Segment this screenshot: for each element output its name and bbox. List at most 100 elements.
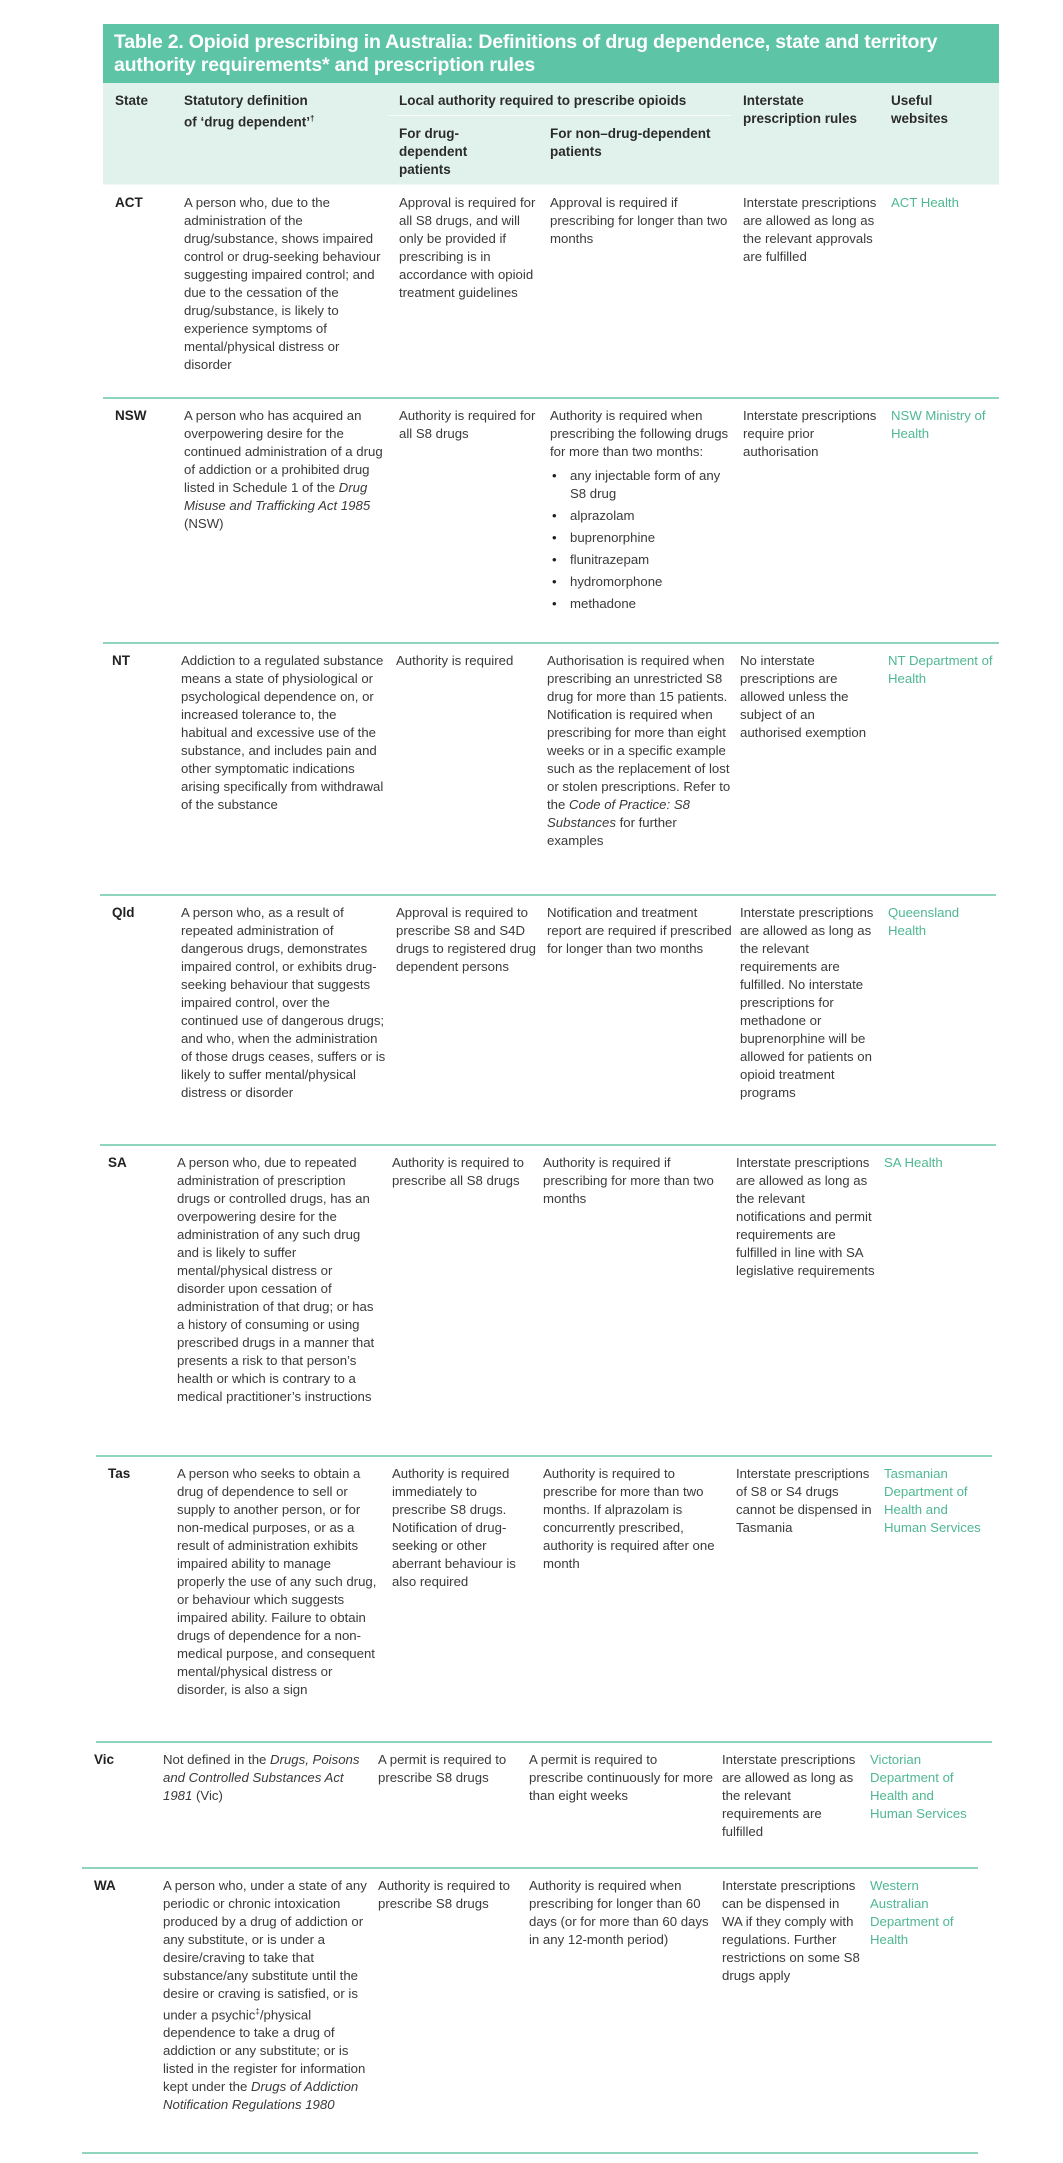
drug-list-item: hydromorphone bbox=[550, 573, 735, 591]
table-row: SA A person who, due to repeated administ… bbox=[96, 1145, 992, 1457]
row-divider bbox=[96, 1741, 992, 1743]
definition-segment: (Vic) bbox=[192, 1788, 223, 1803]
drug-dependent-cell: Authority is required to prescribe S8 dr… bbox=[378, 1877, 520, 1913]
table-row: Qld A person who, as a result of repeated… bbox=[100, 895, 996, 1146]
non-drug-dependent-segment: for further examples bbox=[547, 815, 677, 848]
drug-dependent-cell: Approval is required to prescribe S8 and… bbox=[396, 904, 538, 976]
table-row: NT Addiction to a regulated substance mea… bbox=[100, 643, 996, 896]
header-subrule bbox=[388, 115, 731, 116]
definition-cell: Addiction to a regulated substance means… bbox=[181, 652, 386, 814]
drug-dependent-segment: Authority is required to prescribe all S… bbox=[392, 1155, 524, 1188]
drug-list-item: any injectable form of any S8 drug bbox=[550, 467, 735, 503]
definition-segment: /physical dependence to take a drug of a… bbox=[163, 2007, 366, 2095]
website-link[interactable]: NT Department of Health bbox=[888, 653, 993, 686]
table-row: ACT A person who, due to the administrati… bbox=[103, 185, 999, 399]
drug-dependent-cell: Authority is required to prescribe all S… bbox=[392, 1154, 534, 1190]
dagger-mark: † bbox=[310, 114, 315, 123]
definition-segment: A person who has acquired an overpowerin… bbox=[184, 408, 383, 495]
header-websites: Useful websites bbox=[891, 93, 949, 126]
non-drug-dependent-cell: Notification and treatment report are re… bbox=[547, 904, 732, 958]
non-drug-dependent-segment: A permit is required to prescribe contin… bbox=[529, 1752, 713, 1803]
definition-segment: Drugs, Poisons and Controlled Substances… bbox=[163, 1752, 360, 1803]
interstate-cell: Interstate prescriptions can be dispense… bbox=[722, 1878, 860, 1983]
non-drug-dependent-cell: Authority is required when prescribing f… bbox=[529, 1877, 714, 1949]
definition-cell: Not defined in the Drugs, Poisons and Co… bbox=[163, 1751, 368, 1805]
website-link[interactable]: Western Australian Department of Health bbox=[870, 1878, 954, 1947]
row-divider bbox=[82, 1867, 978, 1869]
non-drug-dependent-cell: Authority is required when prescribing t… bbox=[550, 407, 735, 617]
drug-list-item: buprenorphine bbox=[550, 529, 735, 547]
drug-dependent-cell: Approval is required for all S8 drugs, a… bbox=[399, 194, 541, 302]
row-divider bbox=[100, 894, 996, 896]
header-drug-dependent: For drug-dependent patients bbox=[399, 126, 468, 177]
interstate-cell: Interstate prescriptions require prior a… bbox=[743, 408, 877, 459]
drug-dependent-segment: Authority is required immediately to pre… bbox=[392, 1466, 516, 1589]
drug-dependent-segment: A permit is required to prescribe S8 dru… bbox=[378, 1752, 507, 1785]
row-divider bbox=[103, 642, 999, 644]
definition-cell: A person who, under a state of any perio… bbox=[163, 1877, 368, 2114]
state-label: NSW bbox=[115, 408, 147, 423]
drug-dependent-segment: Approval is required to prescribe S8 and… bbox=[396, 905, 537, 974]
state-label: Qld bbox=[112, 905, 135, 920]
drug-dependent-segment: Authority is required for all S8 drugs bbox=[399, 408, 536, 441]
definition-segment: (NSW) bbox=[184, 516, 224, 531]
drug-dependent-cell: Authority is required bbox=[396, 652, 538, 670]
website-link[interactable]: SA Health bbox=[884, 1155, 943, 1170]
website-link[interactable]: NSW Ministry of Health bbox=[891, 408, 986, 441]
website-link[interactable]: Queensland Health bbox=[888, 905, 960, 938]
definition-segment: A person who, due to the administration … bbox=[184, 195, 381, 372]
row-divider bbox=[96, 1455, 992, 1457]
table-row: Vic Not defined in the Drugs, Poisons and… bbox=[82, 1742, 978, 1869]
non-drug-dependent-cell: Authority is required if prescribing for… bbox=[543, 1154, 728, 1208]
interstate-cell: Interstate prescriptions are allowed as … bbox=[722, 1752, 856, 1839]
header-definition-text: Statutory definition of ‘drug dependent’ bbox=[184, 93, 310, 130]
drug-list-item: methadone bbox=[550, 595, 735, 613]
non-drug-dependent-segment: Authority is required when prescribing t… bbox=[550, 408, 729, 459]
header-state: State bbox=[115, 93, 149, 108]
website-link[interactable]: Tasmanian Department of Health and Human… bbox=[884, 1466, 981, 1535]
state-label: Tas bbox=[108, 1466, 131, 1481]
definition-cell: A person who, as a result of repeated ad… bbox=[181, 904, 386, 1102]
state-label: WA bbox=[94, 1878, 116, 1893]
drug-dependent-segment: Authority is required to prescribe S8 dr… bbox=[378, 1878, 510, 1911]
non-drug-dependent-cell: Authority is required to prescribe for m… bbox=[543, 1465, 728, 1573]
table-row: NSW A person who has acquired an overpowe… bbox=[103, 398, 999, 644]
non-drug-dependent-segment: Code of Practice: S8 Substances bbox=[547, 797, 690, 830]
non-drug-dependent-cell: Authorisation is required when prescribi… bbox=[547, 652, 732, 850]
header-divider bbox=[103, 184, 999, 185]
non-drug-dependent-segment: Notification and treatment report are re… bbox=[547, 905, 732, 956]
header-interstate: Interstate prescription rules bbox=[743, 93, 858, 126]
drug-dependent-cell: Authority is required for all S8 drugs bbox=[399, 407, 541, 443]
definition-cell: A person who, due to repeated administra… bbox=[177, 1154, 382, 1406]
definition-segment: ‡ bbox=[255, 2007, 260, 2016]
row-divider bbox=[100, 1144, 996, 1146]
row-divider bbox=[103, 397, 999, 399]
table-title-band: Table 2. Opioid prescribing in Australia… bbox=[103, 24, 999, 83]
drug-list-item: flunitrazepam bbox=[550, 551, 735, 569]
header-local-authority: Local authority required to prescribe op… bbox=[399, 93, 687, 108]
non-drug-dependent-segment: Authority is required to prescribe for m… bbox=[543, 1466, 715, 1571]
interstate-cell: Interstate prescriptions are allowed as … bbox=[740, 905, 874, 1100]
definition-cell: A person who, due to the administration … bbox=[184, 194, 389, 374]
non-drug-dependent-cell: Approval is required if prescribing for … bbox=[550, 194, 735, 248]
interstate-cell: Interstate prescriptions of S8 or S4 dru… bbox=[736, 1466, 872, 1535]
drug-dependent-segment: Authority is required bbox=[396, 653, 514, 668]
non-drug-dependent-segment: Approval is required if prescribing for … bbox=[550, 195, 728, 246]
website-link[interactable]: Victorian Department of Health and Human… bbox=[870, 1752, 967, 1821]
drug-list: any injectable form of any S8 drug alpraz… bbox=[550, 467, 735, 613]
row-divider bbox=[82, 2152, 978, 2154]
drug-list-item: alprazolam bbox=[550, 507, 735, 525]
definition-segment: A person who, under a state of any perio… bbox=[163, 1878, 367, 2023]
non-drug-dependent-segment: Authority is required if prescribing for… bbox=[543, 1155, 714, 1206]
state-label: ACT bbox=[115, 195, 143, 210]
definition-segment: Drug Misuse and Trafficking Act 1985 bbox=[184, 480, 371, 513]
header-definition: Statutory definition of ‘drug dependent’… bbox=[184, 92, 319, 132]
website-link[interactable]: ACT Health bbox=[891, 195, 959, 210]
definition-segment: A person who seeks to obtain a drug of d… bbox=[177, 1466, 377, 1697]
drug-dependent-cell: Authority is required immediately to pre… bbox=[392, 1465, 534, 1591]
definition-segment: A person who, due to repeated administra… bbox=[177, 1155, 375, 1404]
definition-segment: Not defined in the bbox=[163, 1752, 271, 1767]
state-label: SA bbox=[108, 1155, 127, 1170]
state-label: NT bbox=[112, 653, 130, 668]
interstate-cell: Interstate prescriptions are allowed as … bbox=[743, 195, 877, 264]
